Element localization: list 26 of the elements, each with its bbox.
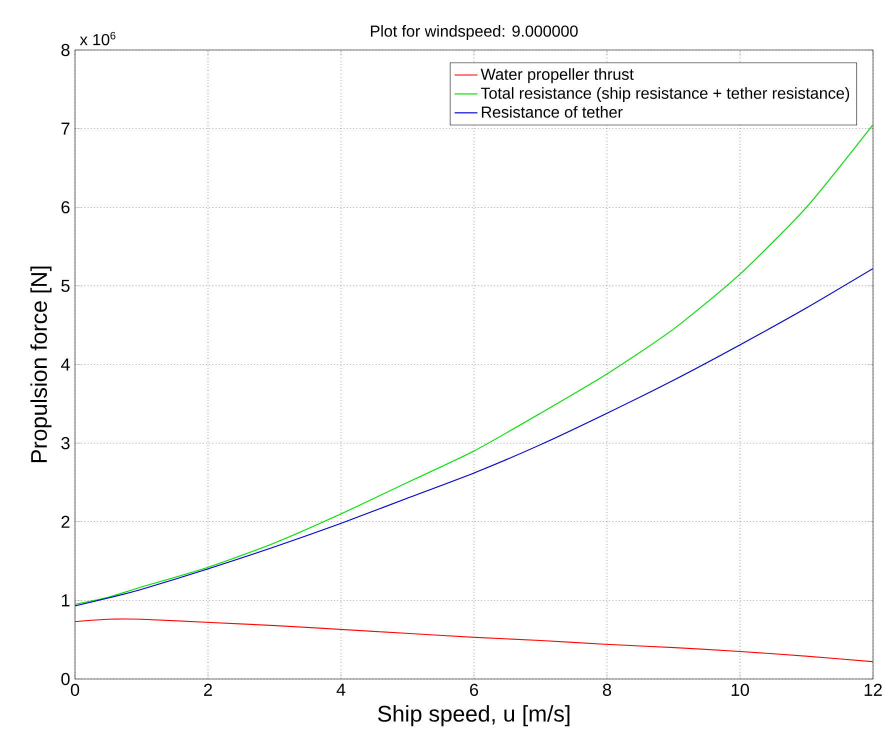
y-tick-label: 3 <box>61 436 70 450</box>
text: x 10$^{6}$ <box>80 32 116 46</box>
y-tick-label: 0 <box>61 672 70 686</box>
legend-label: Total resistance (ship resistance + tether resistance) <box>480 87 850 102</box>
chart-title: Plot for windspeed: 9.000000 <box>370 25 578 40</box>
y-axis-title: Propulsion force [N] <box>30 266 52 462</box>
line-series <box>75 268 874 606</box>
x-tick-label: 10 <box>732 684 749 696</box>
line-series <box>75 124 874 605</box>
legend-label: Water propeller thrust <box>480 68 634 84</box>
legend-label: Resistance of tether <box>482 106 623 118</box>
y-tick-label: 2 <box>62 516 70 528</box>
x-tick-label: 8 <box>602 684 612 696</box>
x-axis-title: Ship speed, u [m/s] <box>378 705 570 726</box>
y-tick-label: 6 <box>62 201 70 214</box>
line-series <box>75 618 874 662</box>
x-tick-label: 2 <box>204 684 212 696</box>
x-tick-label: 6 <box>470 684 478 696</box>
y-tick-label: 7 <box>62 122 70 135</box>
y-tick-label: 5 <box>61 280 70 292</box>
x-tick-label: 12 <box>864 684 882 696</box>
y-tick-label: 4 <box>61 358 70 370</box>
x-tick-label: 0 <box>70 684 80 696</box>
x-tick-label: 4 <box>336 684 346 696</box>
y-tick-label: 1 <box>62 594 70 606</box>
y-tick-label: 8 <box>61 44 70 56</box>
